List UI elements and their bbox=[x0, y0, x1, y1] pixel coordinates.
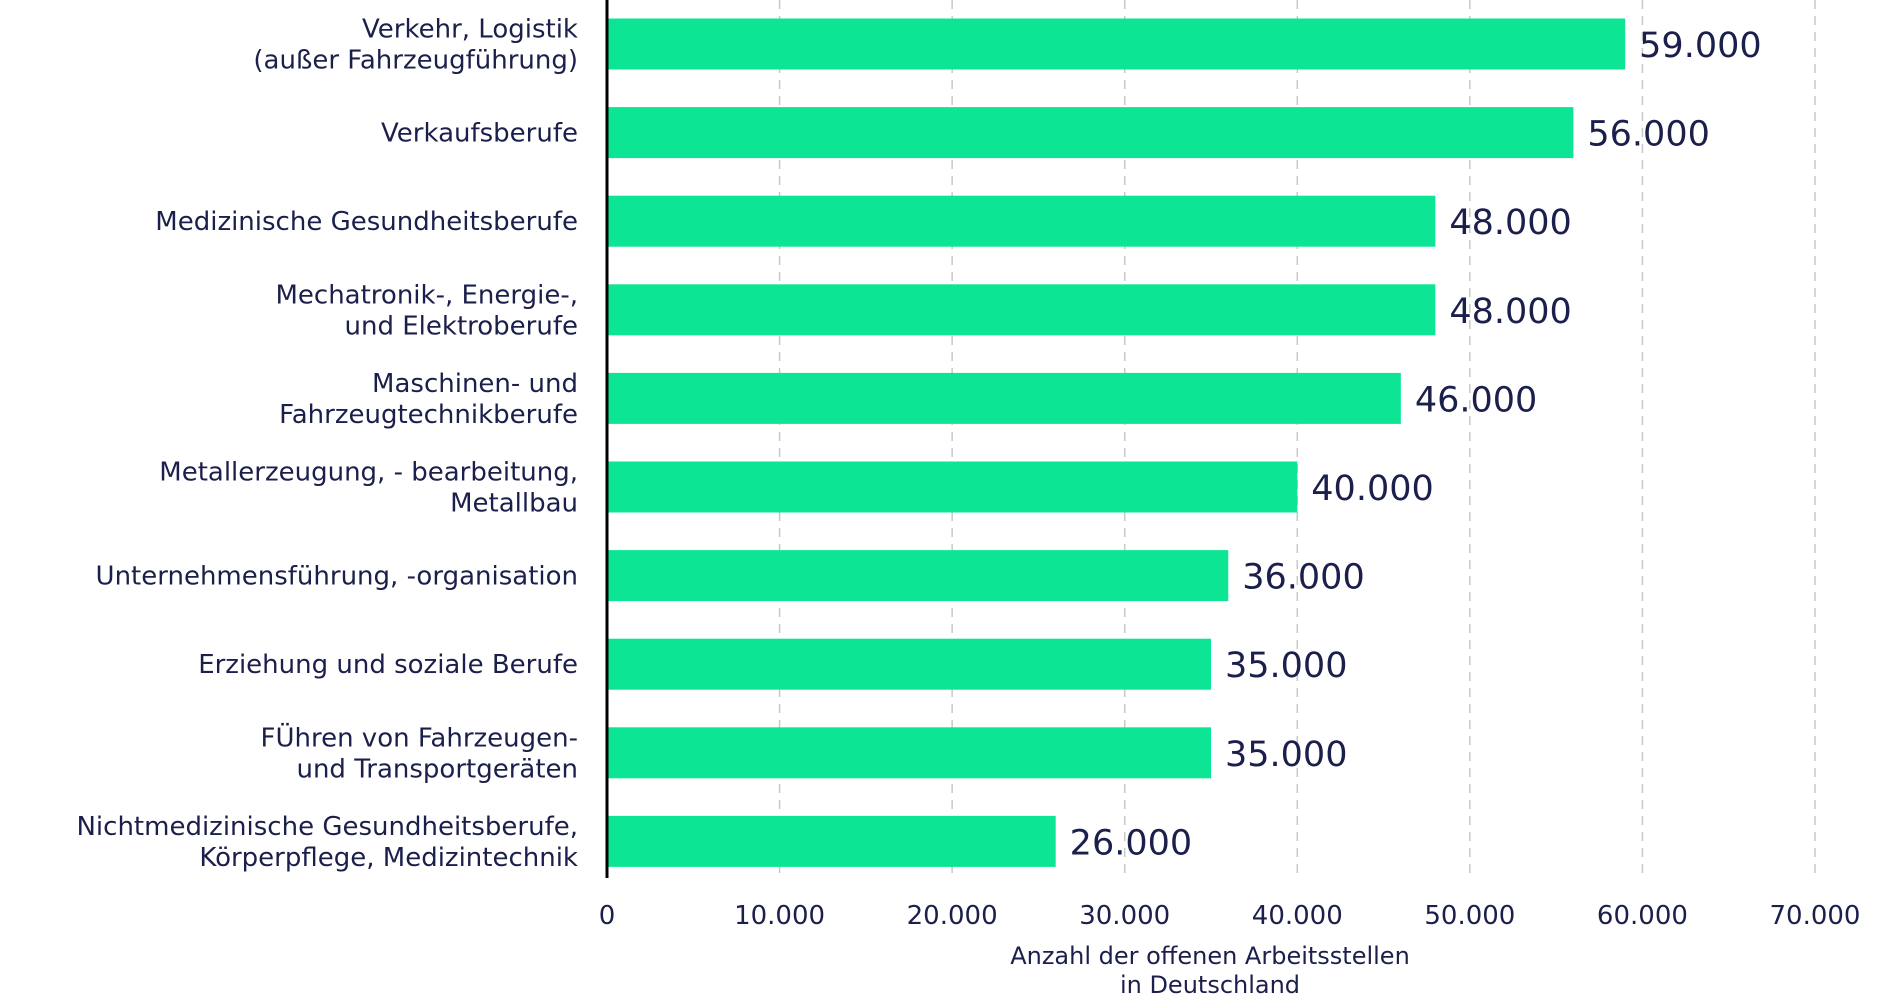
bar bbox=[607, 195, 1436, 247]
value-label: 48.000 bbox=[1449, 292, 1571, 332]
x-axis-title: Anzahl der offenen Arbeitsstellen in Deut… bbox=[1010, 942, 1410, 999]
category-label: Maschinen- und Fahrzeugtechnikberufe bbox=[279, 369, 578, 430]
bar bbox=[607, 638, 1211, 690]
value-label: 40.000 bbox=[1311, 469, 1433, 509]
bar bbox=[607, 107, 1574, 159]
x-tick-label: 0 bbox=[599, 901, 616, 931]
category-label: Verkaufsberufe bbox=[381, 119, 578, 149]
value-labels: 59.000 56.000 48.000 48.000 46.000 40.000 36.0… bbox=[1070, 26, 1762, 863]
category-label: Mechatronik-, Energie-, und Elektroberufe bbox=[275, 280, 578, 341]
value-label: 59.000 bbox=[1639, 26, 1761, 66]
value-label: 35.000 bbox=[1225, 646, 1347, 686]
bars bbox=[607, 18, 1626, 867]
bar bbox=[607, 550, 1229, 602]
x-tick-label: 70.000 bbox=[1770, 901, 1861, 931]
bar bbox=[607, 372, 1401, 424]
category-labels: Verkehr, Logistik (außer Fahrzeugführung)… bbox=[76, 15, 578, 873]
value-label: 46.000 bbox=[1415, 380, 1537, 420]
x-tick-label: 60.000 bbox=[1597, 901, 1688, 931]
value-label: 36.000 bbox=[1242, 558, 1364, 598]
bar bbox=[607, 727, 1211, 779]
category-label: Erziehung und soziale Berufe bbox=[198, 650, 578, 680]
category-label: Nichtmedizinische Gesundheitsberufe, Körp… bbox=[76, 812, 578, 873]
x-tick-label: 20.000 bbox=[907, 901, 998, 931]
x-tick-label: 30.000 bbox=[1079, 901, 1170, 931]
category-label: Medizinische Gesundheitsberufe bbox=[155, 207, 578, 237]
value-label: 48.000 bbox=[1449, 203, 1571, 243]
x-tick-label: 50.000 bbox=[1424, 901, 1515, 931]
category-label: Unternehmensführung, -organisation bbox=[96, 562, 578, 592]
x-tick-label: 10.000 bbox=[734, 901, 825, 931]
x-tick-label: 40.000 bbox=[1252, 901, 1343, 931]
bar bbox=[607, 18, 1626, 70]
category-label: Metallerzeugung, - bearbeitung, Metallbau bbox=[159, 458, 578, 519]
value-label: 35.000 bbox=[1225, 735, 1347, 775]
category-label: Verkehr, Logistik (außer Fahrzeugführung) bbox=[253, 15, 578, 76]
bar bbox=[607, 815, 1056, 867]
bar bbox=[607, 284, 1436, 336]
value-label: 56.000 bbox=[1587, 115, 1709, 155]
category-label: FÜhren von Fahrzeugen-und Transportgerät… bbox=[260, 721, 578, 784]
x-tick-labels: 0 10.000 20.000 30.000 40.000 50.000 60.000 70.… bbox=[599, 901, 1861, 931]
value-label: 26.000 bbox=[1070, 823, 1192, 863]
bar bbox=[607, 461, 1298, 513]
